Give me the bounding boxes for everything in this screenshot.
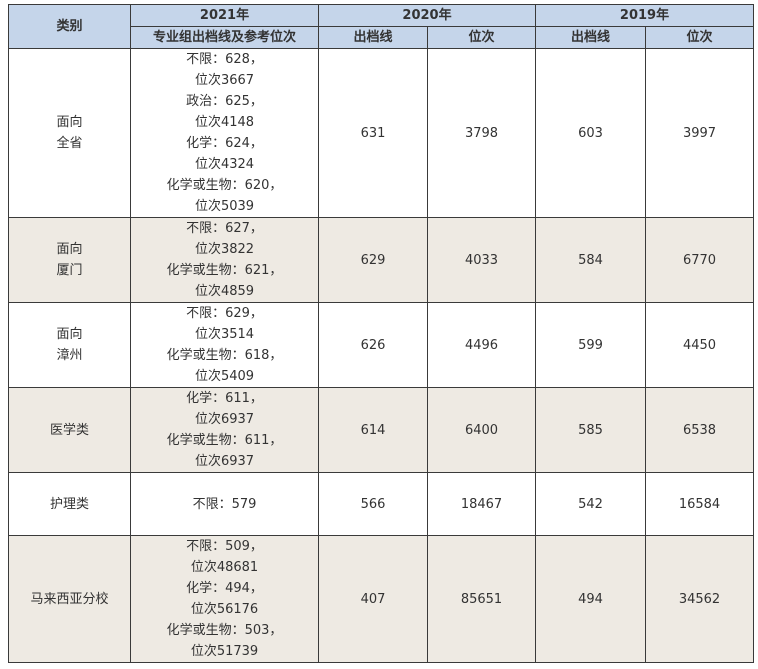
cell-line: 马来西亚分校 bbox=[30, 591, 109, 607]
category-cell: 面向 全省 bbox=[8, 48, 131, 218]
cell-line: 化学：624， bbox=[186, 136, 263, 151]
score-2020-cell: 631 bbox=[318, 48, 428, 218]
score-2019-cell: 584 bbox=[535, 217, 646, 303]
cell-line: 面向 bbox=[56, 115, 83, 130]
score-2020-cell: 629 bbox=[318, 217, 428, 303]
score-2019-cell: 494 bbox=[535, 535, 646, 663]
rank-2019-cell: 4450 bbox=[645, 302, 754, 388]
category-cell: 马来西亚分校 bbox=[8, 535, 131, 663]
rank-2019-cell: 16584 bbox=[645, 472, 754, 536]
cell-line: 医学类 bbox=[49, 422, 89, 438]
rank-2019-cell: 6770 bbox=[645, 217, 754, 303]
header-2021-sub: 专业组出档线及参考位次 bbox=[130, 26, 319, 49]
cell-line: 位次6937 bbox=[194, 454, 255, 469]
score-2020-cell: 407 bbox=[318, 535, 428, 663]
rank-2020-cell: 3798 bbox=[427, 48, 536, 218]
cell-line: 化学或生物：620， bbox=[166, 178, 283, 193]
cell-line: 位次5409 bbox=[194, 369, 255, 384]
score-2019-cell: 603 bbox=[535, 48, 646, 218]
cell-line: 位次3822 bbox=[194, 242, 255, 257]
cell-line: 位次3514 bbox=[194, 327, 255, 342]
table-row: 面向全省 不限：628， 位次3667 政治：625， 位次4148 化学：624， 位次4… bbox=[8, 48, 754, 218]
table-row: 马来西亚分校 不限：509， 位次48681 化学：494， 位次56176 化学或生物：… bbox=[8, 535, 754, 663]
cell-line: 厦门 bbox=[56, 263, 83, 278]
score-2021-cell: 化学：611， 位次6937 化学或生物：611， 位次6937 bbox=[130, 387, 319, 473]
header-2020-score: 出档线 bbox=[318, 26, 428, 49]
admission-score-table: 类别 2021年 2020年 2019年 专业组出档线及参考位次 出档线 位次 … bbox=[8, 4, 754, 663]
cell-line: 化学或生物：618， bbox=[166, 348, 283, 363]
table-row: 医学类 化学：611， 位次6937 化学或生物：611， 位次6937 614 6400 5… bbox=[8, 387, 754, 473]
cell-line: 不限：509， bbox=[186, 539, 263, 554]
header-2019-score: 出档线 bbox=[535, 26, 646, 49]
category-cell: 护理类 bbox=[8, 472, 131, 536]
score-2021-cell: 不限：627， 位次3822 化学或生物：621， 位次4859 bbox=[130, 217, 319, 303]
score-2020-cell: 566 bbox=[318, 472, 428, 536]
score-2021-cell: 不限：628， 位次3667 政治：625， 位次4148 化学：624， 位次4324 化… bbox=[130, 48, 319, 218]
rank-2020-cell: 4496 bbox=[427, 302, 536, 388]
cell-line: 化学或生物：621， bbox=[166, 263, 283, 278]
score-2021-cell: 不限：509， 位次48681 化学：494， 位次56176 化学或生物：503， 位次… bbox=[130, 535, 319, 663]
score-2020-cell: 626 bbox=[318, 302, 428, 388]
header-2021: 2021年 bbox=[130, 4, 319, 27]
cell-line: 政治：625， bbox=[186, 94, 263, 109]
cell-line: 位次51739 bbox=[190, 644, 259, 659]
score-2019-cell: 599 bbox=[535, 302, 646, 388]
rank-2020-cell: 4033 bbox=[427, 217, 536, 303]
cell-line: 位次6937 bbox=[194, 412, 255, 427]
cell-line: 不限：579 bbox=[192, 496, 257, 512]
score-2021-cell: 不限：629， 位次3514 化学或生物：618， 位次5409 bbox=[130, 302, 319, 388]
cell-line: 护理类 bbox=[49, 496, 89, 512]
header-2019-rank: 位次 bbox=[645, 26, 754, 49]
cell-line: 位次4859 bbox=[194, 284, 255, 299]
cell-line: 漳州 bbox=[56, 348, 83, 363]
cell-line: 全省 bbox=[56, 136, 83, 151]
score-2020-cell: 614 bbox=[318, 387, 428, 473]
header-2020: 2020年 bbox=[318, 4, 536, 27]
rank-2020-cell: 85651 bbox=[427, 535, 536, 663]
table-row: 护理类 不限：579 566 18467 542 16584 bbox=[8, 472, 754, 536]
header-category: 类别 bbox=[8, 4, 131, 49]
cell-line: 不限：628， bbox=[186, 52, 263, 67]
rank-2020-cell: 18467 bbox=[427, 472, 536, 536]
score-2021-cell: 不限：579 bbox=[130, 472, 319, 536]
rank-2019-cell: 6538 bbox=[645, 387, 754, 473]
cell-line: 化学：611， bbox=[186, 391, 263, 406]
rank-2019-cell: 3997 bbox=[645, 48, 754, 218]
category-cell: 面向 漳州 bbox=[8, 302, 131, 388]
cell-line: 位次3667 bbox=[194, 73, 255, 88]
cell-line: 不限：627， bbox=[186, 221, 263, 236]
cell-line: 位次5039 bbox=[194, 199, 255, 214]
cell-line: 位次4148 bbox=[194, 115, 255, 130]
header-2020-rank: 位次 bbox=[427, 26, 536, 49]
cell-line: 化学或生物：503， bbox=[166, 623, 283, 638]
rank-2019-cell: 34562 bbox=[645, 535, 754, 663]
cell-line: 面向 bbox=[56, 327, 83, 342]
cell-line: 不限：629， bbox=[186, 306, 263, 321]
cell-line: 位次56176 bbox=[190, 602, 259, 617]
table-row: 面向厦门 不限：627， 位次3822 化学或生物：621， 位次4859 629 4033… bbox=[8, 217, 754, 303]
table-row: 面向漳州 不限：629， 位次3514 化学或生物：618， 位次5409 626 4496… bbox=[8, 302, 754, 388]
score-2019-cell: 585 bbox=[535, 387, 646, 473]
header-2019: 2019年 bbox=[535, 4, 754, 27]
category-cell: 面向 厦门 bbox=[8, 217, 131, 303]
score-2019-cell: 542 bbox=[535, 472, 646, 536]
cell-line: 位次48681 bbox=[190, 560, 259, 575]
cell-line: 位次4324 bbox=[194, 157, 255, 172]
cell-line: 化学或生物：611， bbox=[166, 433, 283, 448]
rank-2020-cell: 6400 bbox=[427, 387, 536, 473]
cell-line: 化学：494， bbox=[186, 581, 263, 596]
cell-line: 面向 bbox=[56, 242, 83, 257]
category-cell: 医学类 bbox=[8, 387, 131, 473]
